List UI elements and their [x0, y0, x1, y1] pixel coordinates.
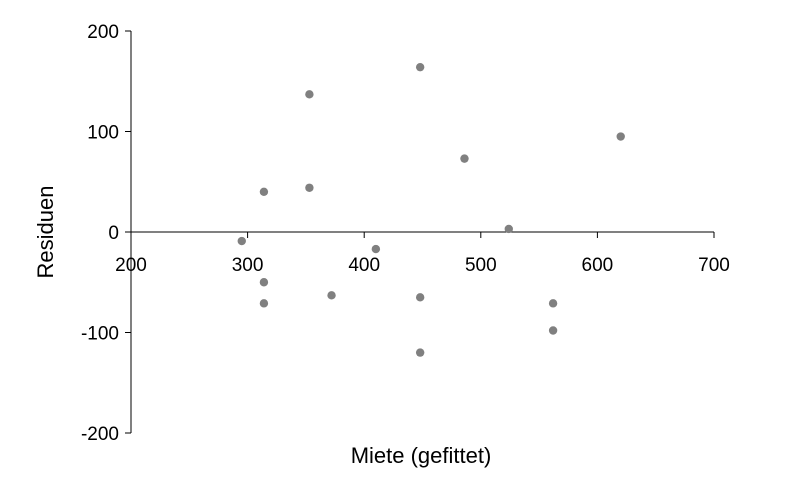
data-points [237, 62, 625, 357]
data-point [327, 291, 336, 300]
y-tick-label: 100 [87, 123, 119, 144]
data-point [548, 326, 558, 335]
data-point [415, 62, 425, 72]
y-tick-label: 200 [87, 22, 119, 43]
data-point [504, 224, 513, 234]
data-point [616, 132, 625, 141]
x-tick-label: 500 [465, 255, 497, 276]
data-point [415, 293, 425, 302]
x-tick-label: 300 [232, 255, 264, 276]
data-point [237, 236, 246, 246]
y-axis-title: Residuen [33, 186, 58, 279]
x-tick-label: 400 [348, 255, 380, 276]
y-tick-label: -200 [81, 424, 119, 445]
axes [125, 30, 715, 434]
y-tick-label: -100 [81, 324, 119, 345]
data-point [460, 154, 469, 163]
x-tick-label: 700 [698, 255, 730, 276]
data-point [259, 278, 269, 287]
data-point [415, 348, 425, 357]
y-tick-label: 0 [108, 223, 119, 244]
data-point [305, 90, 314, 99]
tick-labels: -200 -100 0 100 200 200 300 400 500 600 700 [81, 22, 730, 445]
data-point [305, 183, 314, 192]
data-point [548, 299, 558, 308]
data-point [259, 187, 269, 196]
data-point [371, 244, 381, 254]
x-tick-label: 600 [582, 255, 614, 276]
x-axis-title: Miete (gefittet) [351, 443, 492, 468]
x-tick-label: 200 [115, 255, 147, 276]
data-point [259, 299, 269, 308]
